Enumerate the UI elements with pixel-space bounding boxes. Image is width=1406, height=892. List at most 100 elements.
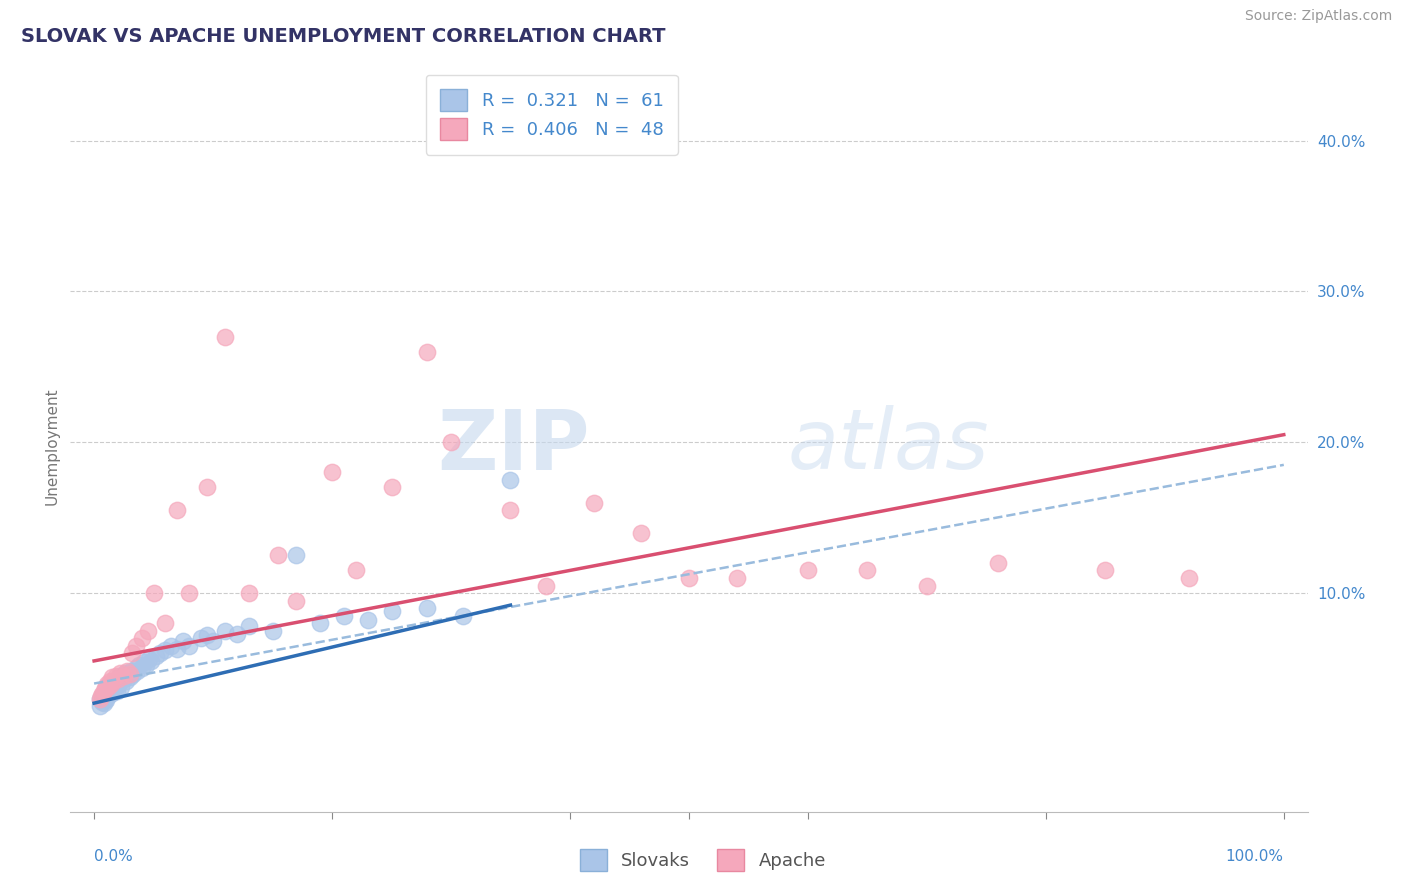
Point — [94, 681, 117, 695]
Point — [190, 632, 212, 646]
Point — [135, 658, 157, 673]
Y-axis label: Unemployment: Unemployment — [44, 387, 59, 505]
Point — [1177, 571, 1199, 585]
Point — [225, 626, 247, 640]
Point — [416, 601, 439, 615]
Point — [179, 586, 201, 600]
Point — [321, 466, 343, 480]
Point — [155, 643, 177, 657]
Point — [132, 656, 155, 670]
Point — [101, 682, 124, 697]
Point — [202, 634, 225, 648]
Point — [141, 654, 163, 668]
Point — [238, 619, 260, 633]
Point — [107, 678, 129, 692]
Point — [101, 685, 124, 699]
Point — [100, 681, 122, 695]
Point — [128, 658, 150, 673]
Point — [166, 503, 188, 517]
Point — [112, 672, 135, 686]
Point — [155, 616, 177, 631]
Point — [107, 672, 129, 686]
Point — [89, 699, 111, 714]
Point — [94, 680, 117, 694]
Point — [93, 696, 115, 710]
Point — [93, 684, 115, 698]
Point — [725, 571, 748, 585]
Point — [101, 673, 124, 688]
Text: 0.0%: 0.0% — [94, 849, 132, 864]
Point — [380, 480, 402, 494]
Point — [118, 667, 141, 681]
Point — [91, 687, 114, 701]
Point — [915, 578, 938, 592]
Point — [91, 689, 114, 703]
Point — [285, 593, 308, 607]
Point — [120, 665, 142, 679]
Point — [172, 634, 194, 648]
Point — [117, 665, 139, 679]
Point — [160, 639, 183, 653]
Point — [1094, 563, 1116, 577]
Legend: R =  0.321   N =  61, R =  0.406   N =  48: R = 0.321 N = 61, R = 0.406 N = 48 — [426, 75, 678, 155]
Point — [380, 604, 402, 618]
Point — [98, 673, 121, 688]
Text: 100.0%: 100.0% — [1226, 849, 1284, 864]
Point — [110, 669, 132, 683]
Point — [101, 676, 124, 690]
Point — [122, 667, 145, 681]
Point — [89, 691, 111, 706]
Point — [97, 684, 120, 698]
Point — [104, 669, 127, 683]
Point — [987, 556, 1010, 570]
Text: Source: ZipAtlas.com: Source: ZipAtlas.com — [1244, 9, 1392, 23]
Text: SLOVAK VS APACHE UNEMPLOYMENT CORRELATION CHART: SLOVAK VS APACHE UNEMPLOYMENT CORRELATIO… — [21, 27, 665, 45]
Point — [333, 608, 356, 623]
Point — [440, 435, 463, 450]
Point — [115, 673, 138, 688]
Point — [117, 667, 139, 681]
Point — [100, 676, 122, 690]
Point — [96, 676, 118, 690]
Point — [89, 691, 111, 706]
Point — [91, 695, 114, 709]
Point — [195, 480, 218, 494]
Point — [630, 525, 652, 540]
Point — [107, 672, 129, 686]
Point — [110, 665, 132, 680]
Point — [344, 563, 367, 577]
Text: ZIP: ZIP — [437, 406, 591, 486]
Point — [110, 680, 132, 694]
Point — [214, 329, 236, 343]
Point — [499, 503, 522, 517]
Point — [678, 571, 700, 585]
Point — [534, 578, 557, 592]
Point — [416, 344, 439, 359]
Point — [105, 684, 128, 698]
Point — [214, 624, 236, 638]
Point — [166, 641, 188, 656]
Point — [121, 646, 143, 660]
Point — [499, 473, 522, 487]
Point — [104, 673, 127, 688]
Point — [98, 687, 121, 701]
Point — [97, 680, 120, 694]
Legend: Slovaks, Apache: Slovaks, Apache — [572, 842, 834, 879]
Point — [94, 693, 117, 707]
Point — [94, 687, 117, 701]
Point — [101, 680, 124, 694]
Point — [103, 680, 125, 694]
Point — [112, 669, 135, 683]
Point — [138, 652, 160, 666]
Point — [451, 608, 474, 623]
Point — [94, 691, 117, 706]
Point — [262, 624, 284, 638]
Point — [285, 549, 308, 563]
Point — [136, 624, 159, 638]
Point — [856, 563, 879, 577]
Point — [131, 632, 153, 646]
Point — [142, 586, 165, 600]
Point — [582, 495, 605, 509]
Point — [145, 649, 167, 664]
Point — [131, 661, 153, 675]
